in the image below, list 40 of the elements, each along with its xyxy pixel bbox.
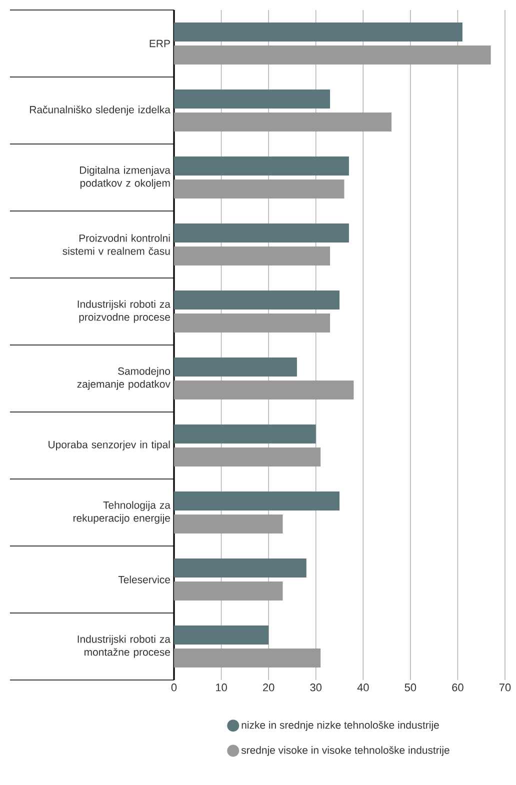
x-tick-label: 70	[499, 684, 511, 692]
y-tick-label: Industrijski roboti za proizvodne procese	[78, 300, 170, 323]
bar	[174, 224, 349, 242]
y-tick-label: Uporaba senzorjev in tipal	[48, 440, 170, 450]
bar	[174, 492, 340, 511]
y-tick-label: Teleservice	[118, 576, 170, 584]
y-tick-label: Tehnologija za rekuperacijo energije	[73, 501, 170, 524]
bar	[174, 290, 340, 310]
bar	[174, 156, 349, 176]
bar	[174, 626, 269, 645]
legend-label: srednje visoke in visoke tehnološke industrije	[241, 746, 450, 756]
x-tick-label: 40	[357, 684, 369, 692]
bar	[174, 314, 330, 332]
x-tick-label: 30	[310, 684, 322, 692]
y-tick-label: Industrijski roboti za montažne procese	[78, 635, 170, 658]
x-tick-label: 10	[216, 684, 227, 692]
y-tick-label: Računalniško sledenje izdelka	[30, 106, 170, 116]
bar	[174, 424, 316, 444]
bar	[174, 648, 321, 668]
bar	[174, 22, 462, 42]
bar	[174, 45, 491, 64]
bar	[174, 558, 306, 578]
x-tick-label: 50	[404, 684, 416, 692]
x-tick-label: 0	[171, 684, 177, 692]
y-tick-label: Proizvodni kontrolni sistemi v realnem času	[62, 234, 170, 255]
y-tick-label: Digitalna izmenjava podatkov z okoljem	[80, 166, 170, 189]
x-tick-label: 60	[452, 684, 464, 692]
bar	[174, 358, 297, 377]
x-tick-label: 20	[263, 684, 274, 692]
bar	[174, 448, 321, 467]
legend-label: nizke in srednje nizke tehnološke industrije	[242, 721, 439, 731]
bar	[174, 582, 283, 601]
y-tick-label: Samodejno zajemanje podatkov	[77, 367, 170, 390]
y-tick-label: ERP	[150, 40, 170, 48]
bar	[174, 180, 344, 198]
bar	[174, 380, 354, 400]
bar	[174, 246, 330, 266]
bar	[174, 514, 283, 534]
bar	[174, 112, 392, 132]
bar	[174, 89, 330, 108]
